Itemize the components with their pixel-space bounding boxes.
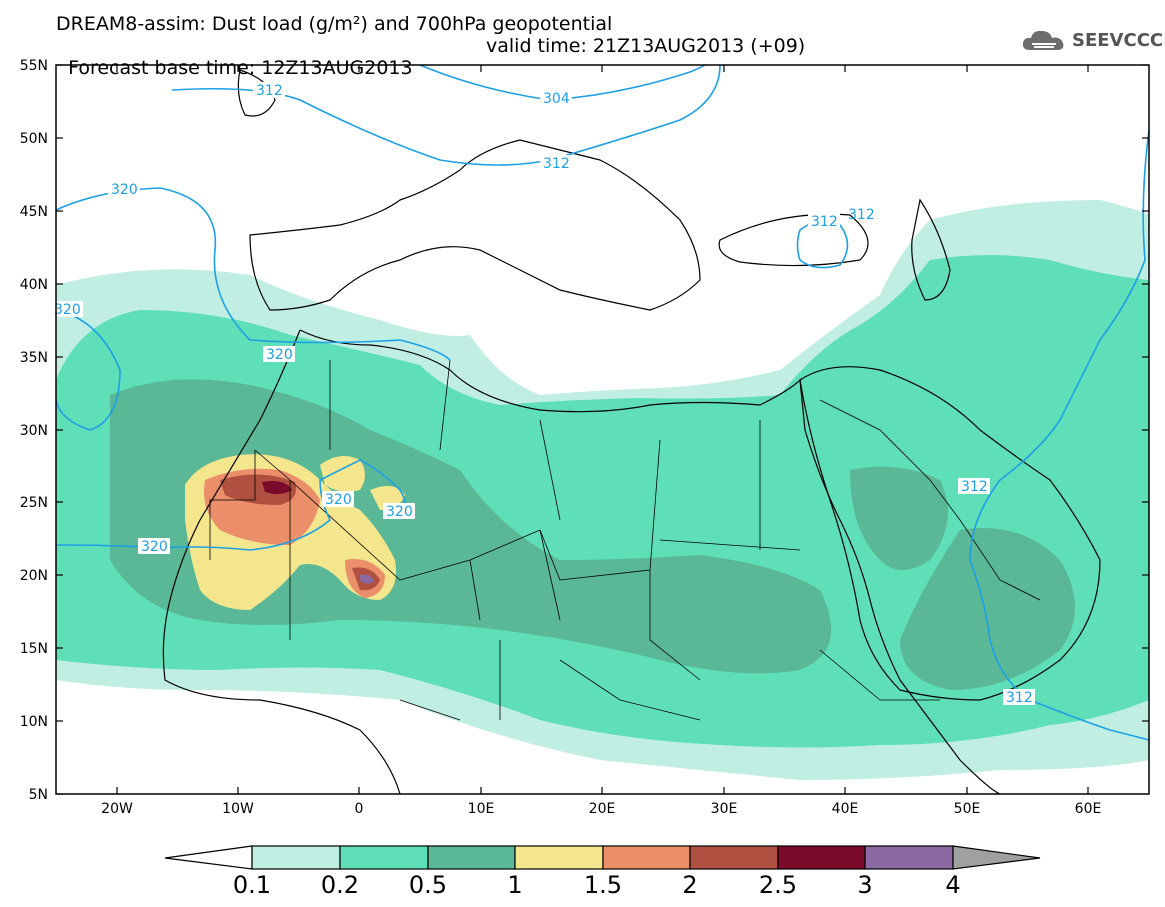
country-borders	[209, 359, 1041, 721]
border-lines	[209, 359, 1041, 721]
contour-label: 320	[141, 539, 168, 555]
contour-label: 312	[811, 214, 838, 230]
colorbar-max-arrow	[952, 845, 1041, 870]
lat-label: 10N	[20, 714, 48, 730]
lon-label: 60E	[1075, 801, 1102, 817]
dust-field	[56, 200, 1149, 780]
contour-312-north	[171, 65, 721, 166]
colorbar-min-arrow	[164, 845, 253, 870]
colorbar-tick: 1	[507, 871, 522, 899]
dust-level-2.5	[262, 481, 292, 495]
lon-label: 40E	[832, 801, 859, 817]
forecast-times: Forecast base time: 12Z13AUG2013 valid t…	[56, 35, 805, 101]
coastline-black-sea	[718, 213, 869, 267]
coastlines	[162, 69, 1101, 794]
lat-label: 25N	[20, 495, 48, 511]
colorbar	[164, 845, 1041, 870]
colorbar-swatch	[864, 845, 954, 870]
lon-label: 30E	[711, 801, 738, 817]
colorbar-tick: 4	[945, 871, 960, 899]
colorbar-tick: 2	[682, 871, 697, 899]
contour-label: 312	[543, 156, 570, 172]
contour-label: 320	[266, 347, 293, 363]
dust-level-1-blob	[320, 456, 365, 492]
colorbar-ticks: 0.1 0.2 0.5 1 1.5 2 2.5 3 4	[233, 871, 961, 899]
lat-label: 45N	[20, 204, 48, 220]
seevccc-logo: SEEVCCC	[1020, 26, 1164, 56]
contour-304	[419, 65, 706, 101]
contour-label: 312	[256, 83, 283, 99]
contour-312-east	[969, 129, 1149, 741]
contour-label: 320	[54, 302, 81, 318]
latitude-axis: 55N 50N 45N 40N 35N 30N 25N 20N 15N 10N …	[20, 58, 1149, 803]
cloud-logo-icon	[1022, 30, 1064, 50]
lat-label: 5N	[29, 787, 48, 803]
valid-time: valid time: 21Z13AUG2013 (+09)	[486, 35, 806, 57]
colorbar-tick: 3	[857, 871, 872, 899]
base-time: Forecast base time: 12Z13AUG2013	[68, 57, 413, 79]
coastline-arabia	[799, 366, 1101, 701]
colorbar-swatch	[427, 845, 516, 870]
lat-label: 50N	[20, 131, 48, 147]
colorbar-tick: 0.2	[321, 871, 359, 899]
coastline-europe	[249, 139, 701, 311]
lon-label: 10W	[222, 801, 254, 817]
lon-label: 0	[355, 801, 364, 817]
lon-label: 20W	[101, 801, 133, 817]
lon-label: 10E	[468, 801, 495, 817]
geopotential-contours	[56, 65, 1149, 741]
dust-level-0.2	[56, 255, 1149, 748]
colorbar-tick: 0.1	[233, 871, 271, 899]
map-title: DREAM8-assim: Dust load (g/m²) and 700hP…	[56, 13, 613, 35]
dust-level-3	[360, 574, 374, 584]
longitude-axis: 20W 10W 0 10E 20E 30E 40E 50E 60E	[101, 65, 1101, 817]
contour-label: 304	[543, 91, 570, 107]
contour-label: 320	[386, 504, 413, 520]
colorbar-swatch	[514, 845, 604, 870]
lat-label: 35N	[20, 350, 48, 366]
contour-label: 312	[1006, 690, 1033, 706]
contour-320-west	[56, 187, 451, 361]
colorbar-swatch	[777, 845, 866, 870]
dust-level-0.5-arabia	[850, 466, 948, 570]
colorbar-tick: 0.5	[409, 871, 447, 899]
dust-level-0.5-oman	[900, 528, 1075, 690]
colorbar-swatch	[251, 845, 341, 870]
lon-label: 20E	[589, 801, 616, 817]
lat-label: 20N	[20, 568, 48, 584]
contour-320-loop	[56, 309, 121, 431]
lat-label: 15N	[20, 641, 48, 657]
colorbar-swatch	[689, 845, 779, 870]
contour-label: 312	[848, 207, 875, 223]
coastline-caspian	[911, 198, 951, 301]
colorbar-tick: 2.5	[759, 871, 797, 899]
lat-label: 55N	[20, 58, 48, 74]
lat-label: 30N	[20, 423, 48, 439]
colorbar-swatch	[339, 845, 429, 870]
contour-label: 320	[325, 492, 352, 508]
lon-label: 50E	[954, 801, 981, 817]
contour-label: 312	[961, 479, 988, 495]
colorbar-swatch	[602, 845, 691, 870]
colorbar-tick: 1.5	[584, 871, 622, 899]
lat-label: 40N	[20, 277, 48, 293]
contour-label: 320	[111, 182, 138, 198]
logo-text: SEEVCCC	[1072, 30, 1164, 51]
contour-labels: 312 304 312 320 312 312 320 320 320 320 …	[51, 82, 1035, 706]
